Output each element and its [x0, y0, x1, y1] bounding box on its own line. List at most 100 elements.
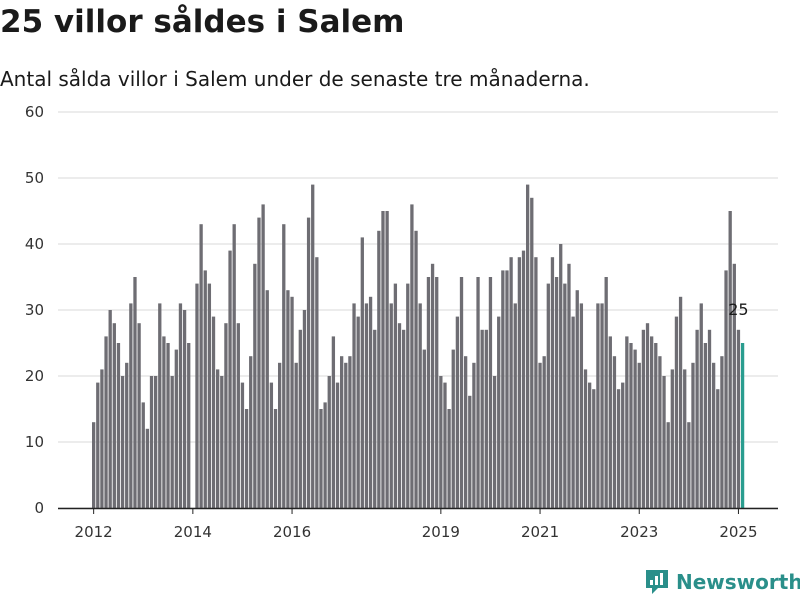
bar — [166, 343, 170, 508]
bar — [187, 343, 191, 508]
bar — [716, 389, 720, 508]
bar — [649, 336, 654, 508]
x-tick-label: 2019 — [422, 523, 460, 541]
bar — [232, 224, 236, 508]
bar — [554, 277, 559, 508]
bar — [645, 323, 650, 508]
bar — [443, 382, 447, 508]
bar — [195, 283, 199, 508]
bar — [203, 270, 207, 508]
bar — [513, 303, 517, 508]
bar — [422, 349, 426, 508]
bar — [484, 329, 488, 508]
bar — [158, 303, 162, 508]
bar — [608, 336, 612, 508]
bar — [352, 303, 356, 508]
brand-name: Newsworthy — [676, 570, 800, 594]
bar-highlight — [740, 343, 745, 508]
bar — [401, 329, 406, 508]
bar — [451, 349, 455, 508]
bar — [360, 237, 364, 508]
bar — [174, 349, 178, 508]
bar — [674, 316, 679, 508]
bar — [141, 402, 145, 508]
bar — [732, 263, 736, 508]
bar — [397, 323, 402, 508]
x-tick-label: 2021 — [521, 523, 559, 541]
bar — [426, 277, 431, 508]
bar — [637, 362, 641, 508]
bar — [207, 283, 212, 508]
bar — [162, 336, 166, 508]
bar — [414, 230, 418, 509]
y-tick-label: 30 — [25, 301, 44, 319]
annotation: 25 — [728, 300, 748, 319]
x-tick-label: 2014 — [174, 523, 212, 541]
bar — [538, 362, 542, 508]
bar — [153, 376, 158, 508]
bar — [393, 283, 398, 508]
bar — [612, 356, 617, 508]
bar — [220, 376, 224, 508]
bar — [621, 382, 625, 508]
bar — [662, 376, 666, 508]
bar — [339, 356, 344, 508]
bar — [170, 376, 174, 508]
bar — [509, 257, 513, 508]
bar — [249, 356, 253, 508]
gridlines — [58, 111, 778, 509]
x-axis: 2012 2014 2016 2019 2021 2023 2025 — [58, 507, 778, 541]
bar — [699, 303, 703, 508]
bar — [319, 409, 323, 508]
bar — [600, 303, 604, 508]
bar — [389, 303, 393, 508]
bar — [406, 283, 410, 508]
bar — [418, 303, 422, 508]
bar — [530, 197, 534, 509]
y-tick-label: 50 — [25, 169, 44, 187]
bar — [286, 290, 290, 508]
bar — [587, 382, 592, 508]
bar — [228, 250, 232, 508]
bar — [211, 316, 216, 508]
bar — [253, 263, 257, 508]
bar — [373, 329, 377, 508]
bar — [480, 329, 484, 508]
bar — [579, 303, 584, 508]
bar — [145, 428, 150, 508]
bar — [695, 329, 699, 508]
bar — [125, 362, 129, 508]
x-tick-label: 2025 — [719, 523, 757, 541]
bar — [521, 250, 526, 508]
bars — [92, 184, 745, 509]
bar — [616, 389, 621, 508]
bar — [468, 395, 472, 508]
bar — [282, 224, 286, 508]
bar — [224, 323, 228, 508]
bar — [505, 270, 509, 508]
chart-title: 25 villor såldes i Salem — [0, 4, 405, 40]
bar — [670, 369, 674, 508]
bar — [563, 283, 567, 508]
bar — [92, 422, 96, 508]
bar — [711, 362, 716, 508]
bar — [583, 369, 588, 508]
bar — [736, 329, 741, 508]
bar — [108, 310, 112, 508]
bar — [687, 422, 691, 508]
bar — [377, 230, 381, 509]
bar — [546, 283, 550, 508]
bar — [654, 343, 658, 508]
bar — [327, 376, 331, 508]
bar — [629, 343, 633, 508]
y-tick-label: 60 — [25, 103, 44, 121]
bar — [290, 296, 294, 508]
bar — [381, 211, 385, 508]
bar — [567, 263, 571, 508]
bar — [525, 184, 530, 508]
bar — [129, 303, 133, 508]
bar — [104, 336, 108, 508]
bar — [323, 402, 327, 508]
y-axis: 0 10 20 30 40 50 60 — [25, 103, 44, 517]
